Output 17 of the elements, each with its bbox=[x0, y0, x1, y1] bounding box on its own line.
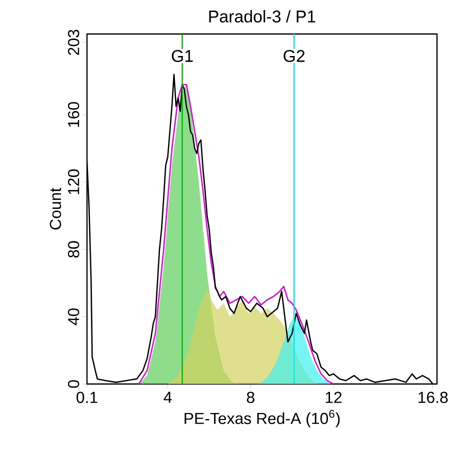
ref-line-label: G1 bbox=[172, 50, 193, 62]
line-series bbox=[138, 84, 334, 384]
y-tick-label: 203 bbox=[68, 30, 80, 55]
x-axis-title: PE-Texas Red-A (10$^{6}$) bbox=[184, 410, 340, 428]
y-tick-label: 80 bbox=[68, 241, 80, 258]
x-tick-label: 4 bbox=[164, 392, 172, 403]
y-tick-label: 160 bbox=[68, 102, 80, 127]
x-tick-label: 12 bbox=[326, 392, 342, 403]
y-tick-label: 120 bbox=[68, 169, 80, 194]
y-axis-title: Count bbox=[50, 188, 62, 230]
ref-line-label: G2 bbox=[284, 50, 305, 62]
chart-title: Paradol-3 / P1 bbox=[209, 10, 316, 23]
x-tick-label: 8 bbox=[246, 392, 254, 404]
y-tick-label: 0 bbox=[68, 380, 80, 388]
x-tick-label: 16.8 bbox=[418, 392, 448, 404]
x-tick-label: 0.1 bbox=[76, 392, 98, 404]
y-tick-label: 40 bbox=[68, 308, 80, 326]
